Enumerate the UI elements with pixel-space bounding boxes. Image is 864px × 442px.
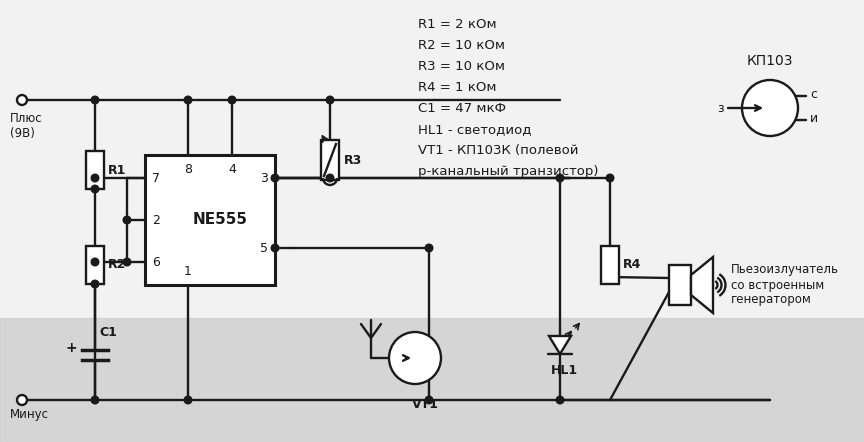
- Text: и: и: [810, 111, 818, 125]
- Circle shape: [92, 396, 98, 404]
- Text: R1 = 2 кОм: R1 = 2 кОм: [418, 18, 497, 31]
- Circle shape: [271, 244, 279, 252]
- Text: R4: R4: [623, 259, 641, 271]
- Text: КП103: КП103: [746, 54, 793, 68]
- Polygon shape: [691, 257, 713, 313]
- Text: с: с: [810, 88, 817, 100]
- Circle shape: [327, 174, 334, 182]
- Circle shape: [92, 185, 98, 193]
- Circle shape: [742, 80, 798, 136]
- Circle shape: [556, 174, 564, 182]
- Circle shape: [92, 258, 98, 266]
- Text: 6: 6: [152, 255, 160, 268]
- Bar: [86, 246, 104, 284]
- Text: HL1: HL1: [550, 364, 577, 377]
- Polygon shape: [549, 336, 571, 354]
- Text: 8: 8: [184, 163, 192, 176]
- Text: 7: 7: [152, 171, 160, 184]
- Text: NE555: NE555: [193, 213, 247, 228]
- Circle shape: [17, 95, 27, 105]
- Text: Плюс
(9В): Плюс (9В): [10, 112, 42, 140]
- Bar: [669, 265, 691, 305]
- Bar: [601, 246, 619, 284]
- Text: Пьезоизлучатель
со встроенным
генератором: Пьезоизлучатель со встроенным генераторо…: [731, 263, 839, 306]
- Text: HL1 - светодиод: HL1 - светодиод: [418, 123, 531, 136]
- Bar: [0, 318, 864, 442]
- Circle shape: [92, 174, 98, 182]
- Text: C1 = 47 мкФ: C1 = 47 мкФ: [418, 102, 506, 115]
- Text: 5: 5: [260, 241, 268, 255]
- Circle shape: [425, 396, 433, 404]
- Circle shape: [124, 258, 130, 266]
- Text: VT1 - КП103К (полевой: VT1 - КП103К (полевой: [418, 144, 579, 157]
- Circle shape: [17, 395, 27, 405]
- Circle shape: [389, 332, 441, 384]
- Text: R3: R3: [344, 153, 362, 167]
- Text: 3: 3: [260, 171, 268, 184]
- Text: C1: C1: [99, 327, 117, 339]
- Circle shape: [425, 244, 433, 252]
- Text: р-канальный транзистор): р-канальный транзистор): [418, 165, 599, 178]
- Text: 4: 4: [228, 163, 236, 176]
- Text: R2 = 10 кОм: R2 = 10 кОм: [418, 39, 505, 52]
- Circle shape: [184, 396, 192, 404]
- Circle shape: [184, 96, 192, 104]
- Text: +: +: [66, 341, 77, 355]
- Circle shape: [92, 96, 98, 104]
- Circle shape: [327, 96, 334, 104]
- Text: Минус: Минус: [10, 408, 49, 421]
- Circle shape: [92, 280, 98, 288]
- Bar: [321, 140, 339, 180]
- Text: VT1: VT1: [411, 398, 439, 411]
- Text: з: з: [717, 102, 724, 114]
- Circle shape: [556, 396, 564, 404]
- Text: 1: 1: [184, 265, 192, 278]
- Text: R3 = 10 кОм: R3 = 10 кОм: [418, 60, 505, 73]
- Bar: [145, 155, 275, 285]
- Text: R1: R1: [108, 164, 126, 176]
- Bar: [86, 151, 104, 189]
- Circle shape: [228, 96, 236, 104]
- Circle shape: [607, 174, 613, 182]
- Circle shape: [271, 174, 279, 182]
- Text: R4 = 1 кОм: R4 = 1 кОм: [418, 81, 497, 94]
- Text: 2: 2: [152, 213, 160, 226]
- Text: R2: R2: [108, 259, 126, 271]
- Circle shape: [124, 216, 130, 224]
